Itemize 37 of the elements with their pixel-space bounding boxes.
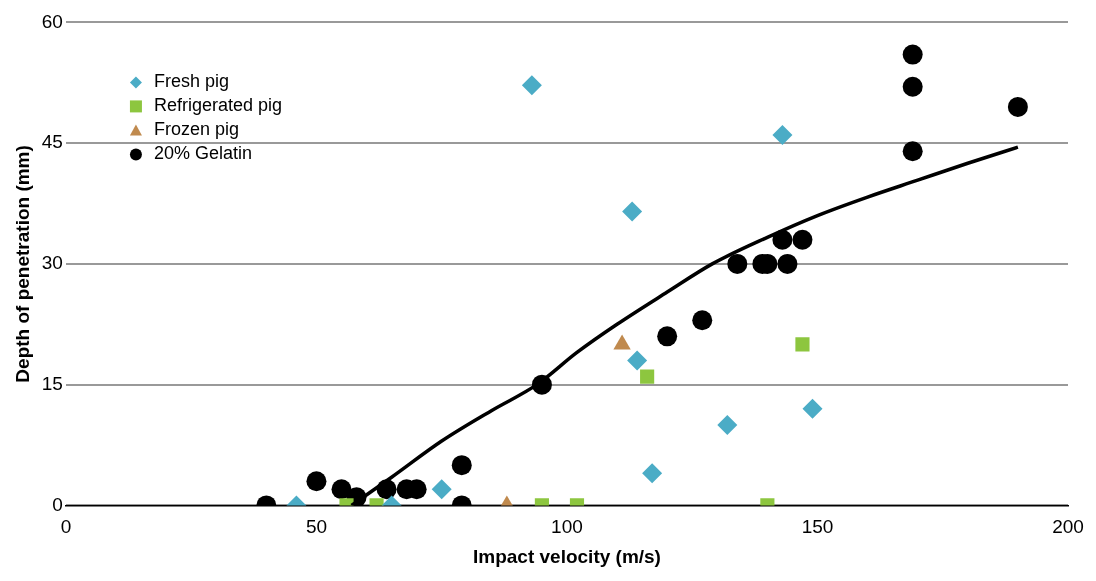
x-tick-label: 100 [551,516,583,538]
x-tick-label: 200 [1052,516,1084,538]
x-tick-label: 150 [801,516,834,538]
point [640,369,655,384]
point [1007,96,1028,117]
point [306,471,327,492]
legend-label: Fresh pig [153,71,229,92]
point [657,326,678,347]
y-tick-label: 30 [41,252,63,274]
point [622,201,643,222]
point [727,253,748,274]
point [692,310,713,331]
x-tick-label: 50 [305,516,328,538]
legend-label: 20% Gelatin [153,143,252,164]
legend-label: Refrigerated pig [153,95,283,116]
point [717,414,738,435]
point [795,337,810,352]
y-tick-label: 15 [41,372,63,394]
point [627,350,648,371]
point [902,76,923,97]
point [431,479,452,500]
point [792,229,813,250]
point [777,253,798,274]
point [331,479,352,500]
point [802,398,823,419]
point [902,44,923,65]
point [772,125,793,146]
legend-label: Frozen pig [153,119,239,140]
point [642,463,663,484]
y-axis-title: Depth of penetration (mm) [11,145,33,383]
y-tick-label: 0 [52,493,63,515]
y-tick-label: 45 [41,131,63,153]
point [451,455,472,476]
point [521,75,542,96]
x-axis-title: Impact velocity (m/s) [472,545,661,567]
y-tick-label: 60 [41,10,63,32]
point [902,141,923,162]
